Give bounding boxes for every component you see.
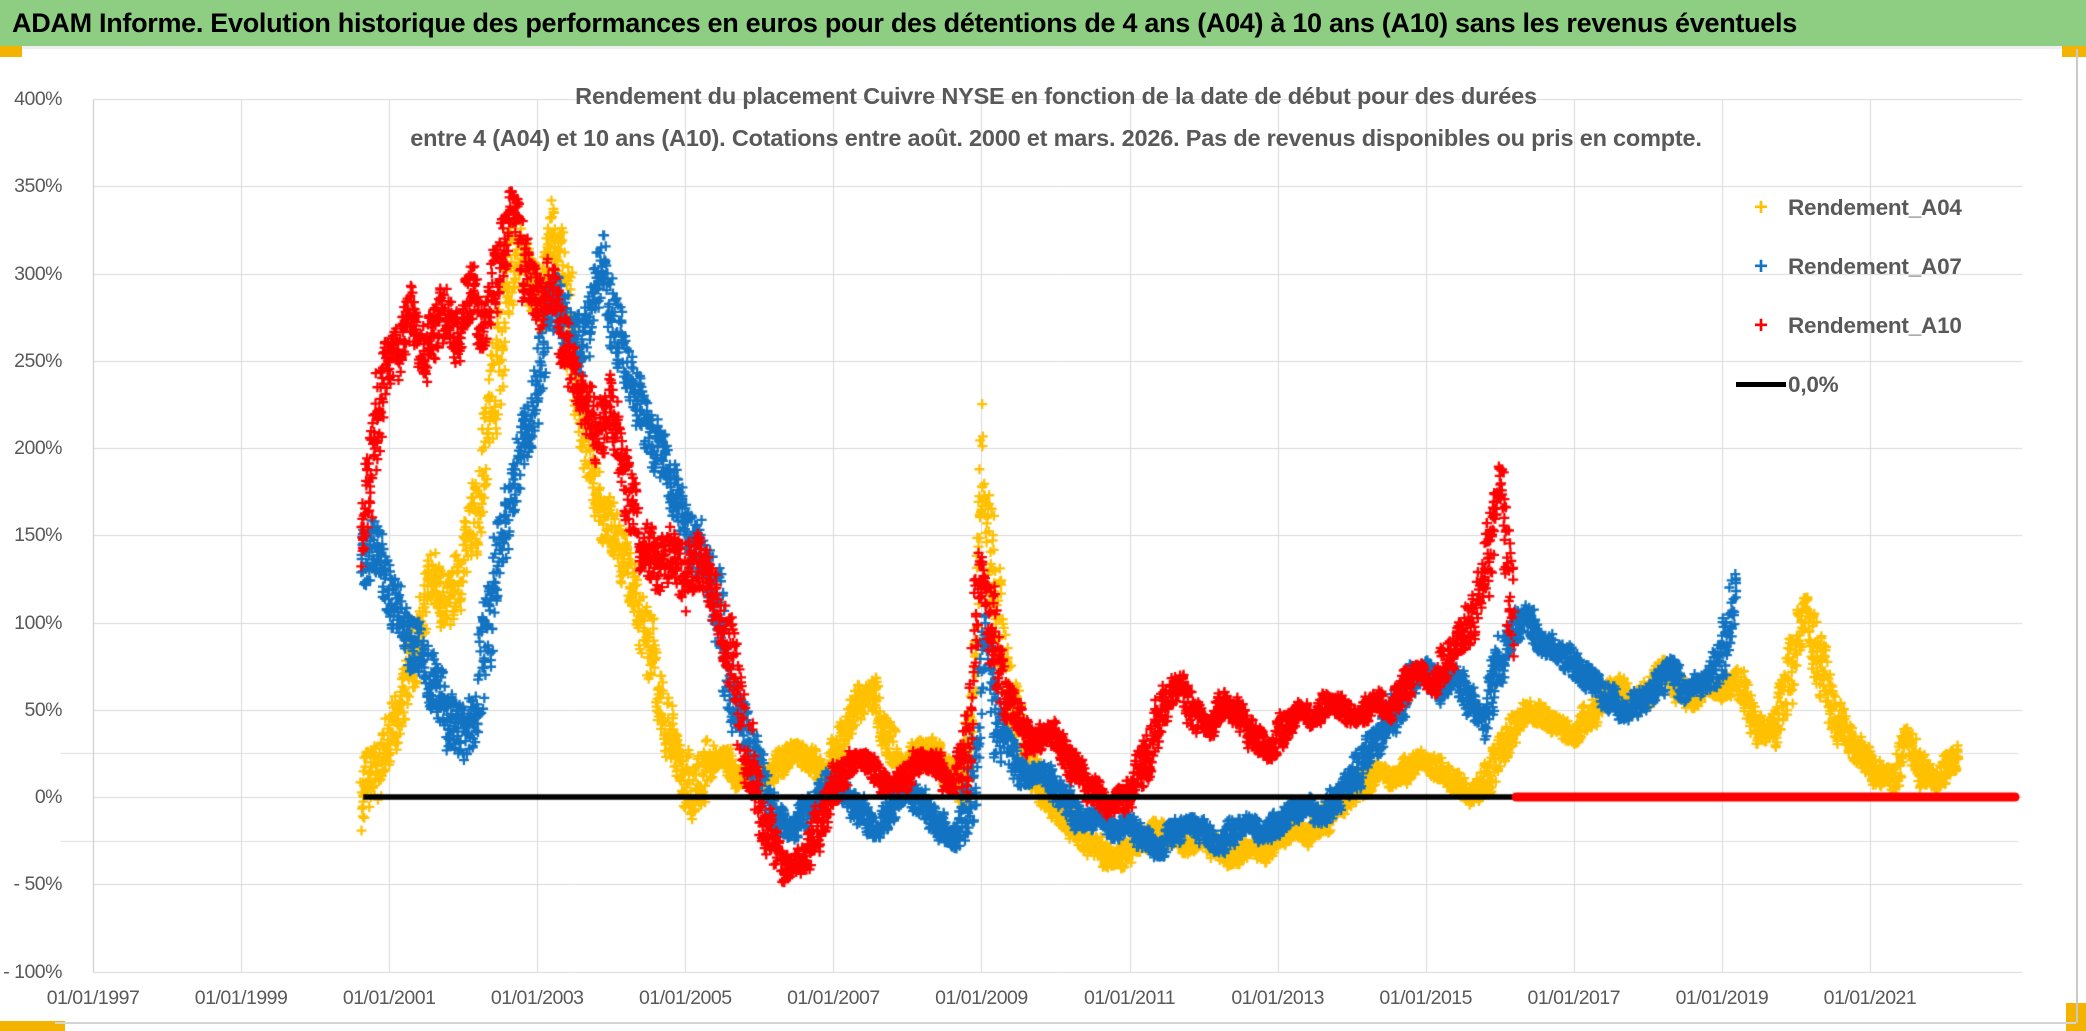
legend-plus-marker-icon: + [1753,193,1768,221]
chart-title: Rendement du placement Cuivre NYSE en fo… [376,75,1736,159]
y-axis-tick-label: 400% [14,88,62,110]
legend-item-0-0-[interactable]: 0,0% [1734,369,1962,400]
corner-accent-bottom-left [0,1021,65,1031]
legend-item-label: 0,0% [1788,371,1839,397]
x-axis-tick-label: 01/01/2017 [1527,987,1621,1009]
legend-plus-marker-icon: + [1753,311,1768,339]
legend-item-rendement-a07[interactable]: + Rendement_A07 [1734,251,1962,282]
legend-item-label: Rendement_A04 [1788,194,1962,220]
y-axis-tick-label: 350% [14,175,62,198]
legend-item-rendement-a04[interactable]: + Rendement_A04 [1734,192,1962,223]
legend-line-sample-icon [1736,382,1786,387]
y-axis-tick-label: 250% [14,349,62,372]
x-axis-tick-label: 01/01/1997 [46,987,140,1009]
header-title: ADAM Informe. Evolution historique des p… [12,7,1797,38]
legend-item-rendement-a10[interactable]: + Rendement_A10 [1734,310,1962,341]
y-axis-tick-label: 50% [24,698,62,721]
x-axis-tick-label: 01/01/1999 [194,987,288,1009]
x-axis-tick-label: 01/01/2021 [1823,987,1917,1009]
x-axis-tick-label: 01/01/2013 [1231,987,1324,1009]
x-axis-tick-label: 01/01/2003 [490,987,584,1009]
x-axis-tick-label: 01/01/2011 [1083,987,1176,1009]
chart-border-bottom [55,1022,2076,1024]
chart-title-line-1: Rendement du placement Cuivre NYSE en fo… [575,83,1537,109]
y-axis-tick-label: 200% [14,437,62,459]
y-axis-tick-label: 300% [14,262,62,285]
y-axis-tick-label: 0% [34,786,63,808]
y-axis-tick-label: 150% [14,524,62,547]
legend-plus-marker-icon: + [1753,252,1768,280]
y-axis-tick-label: 100% [14,611,62,634]
x-axis-tick-label: 01/01/2005 [639,987,732,1009]
y-axis-tick-label: - 100% [3,960,62,983]
header-banner: ADAM Informe. Evolution historique des p… [0,0,2086,46]
chart-title-line-2: entre 4 (A04) et 10 ans (A10). Cotations… [410,125,1702,151]
x-axis-tick-label: 01/01/2001 [342,987,436,1009]
x-axis-tick-label: 01/01/2007 [787,987,880,1009]
x-axis-tick-label: 01/01/2015 [1379,987,1473,1009]
x-axis-tick-label: 01/01/2019 [1675,987,1769,1009]
legend: + Rendement_A04 + Rendement_A07 + Rendement_A… [1734,192,1962,428]
legend-item-label: Rendement_A10 [1788,312,1962,338]
y-axis-tick-label: - 50% [13,873,63,896]
corner-accent-top-right [2062,46,2086,57]
x-axis-tick-label: 01/01/2009 [935,987,1028,1009]
chart-border-right [2076,49,2078,1023]
corner-accent-top-left [0,46,22,57]
banner-divider [0,46,2086,49]
legend-item-label: Rendement_A07 [1788,253,1962,279]
